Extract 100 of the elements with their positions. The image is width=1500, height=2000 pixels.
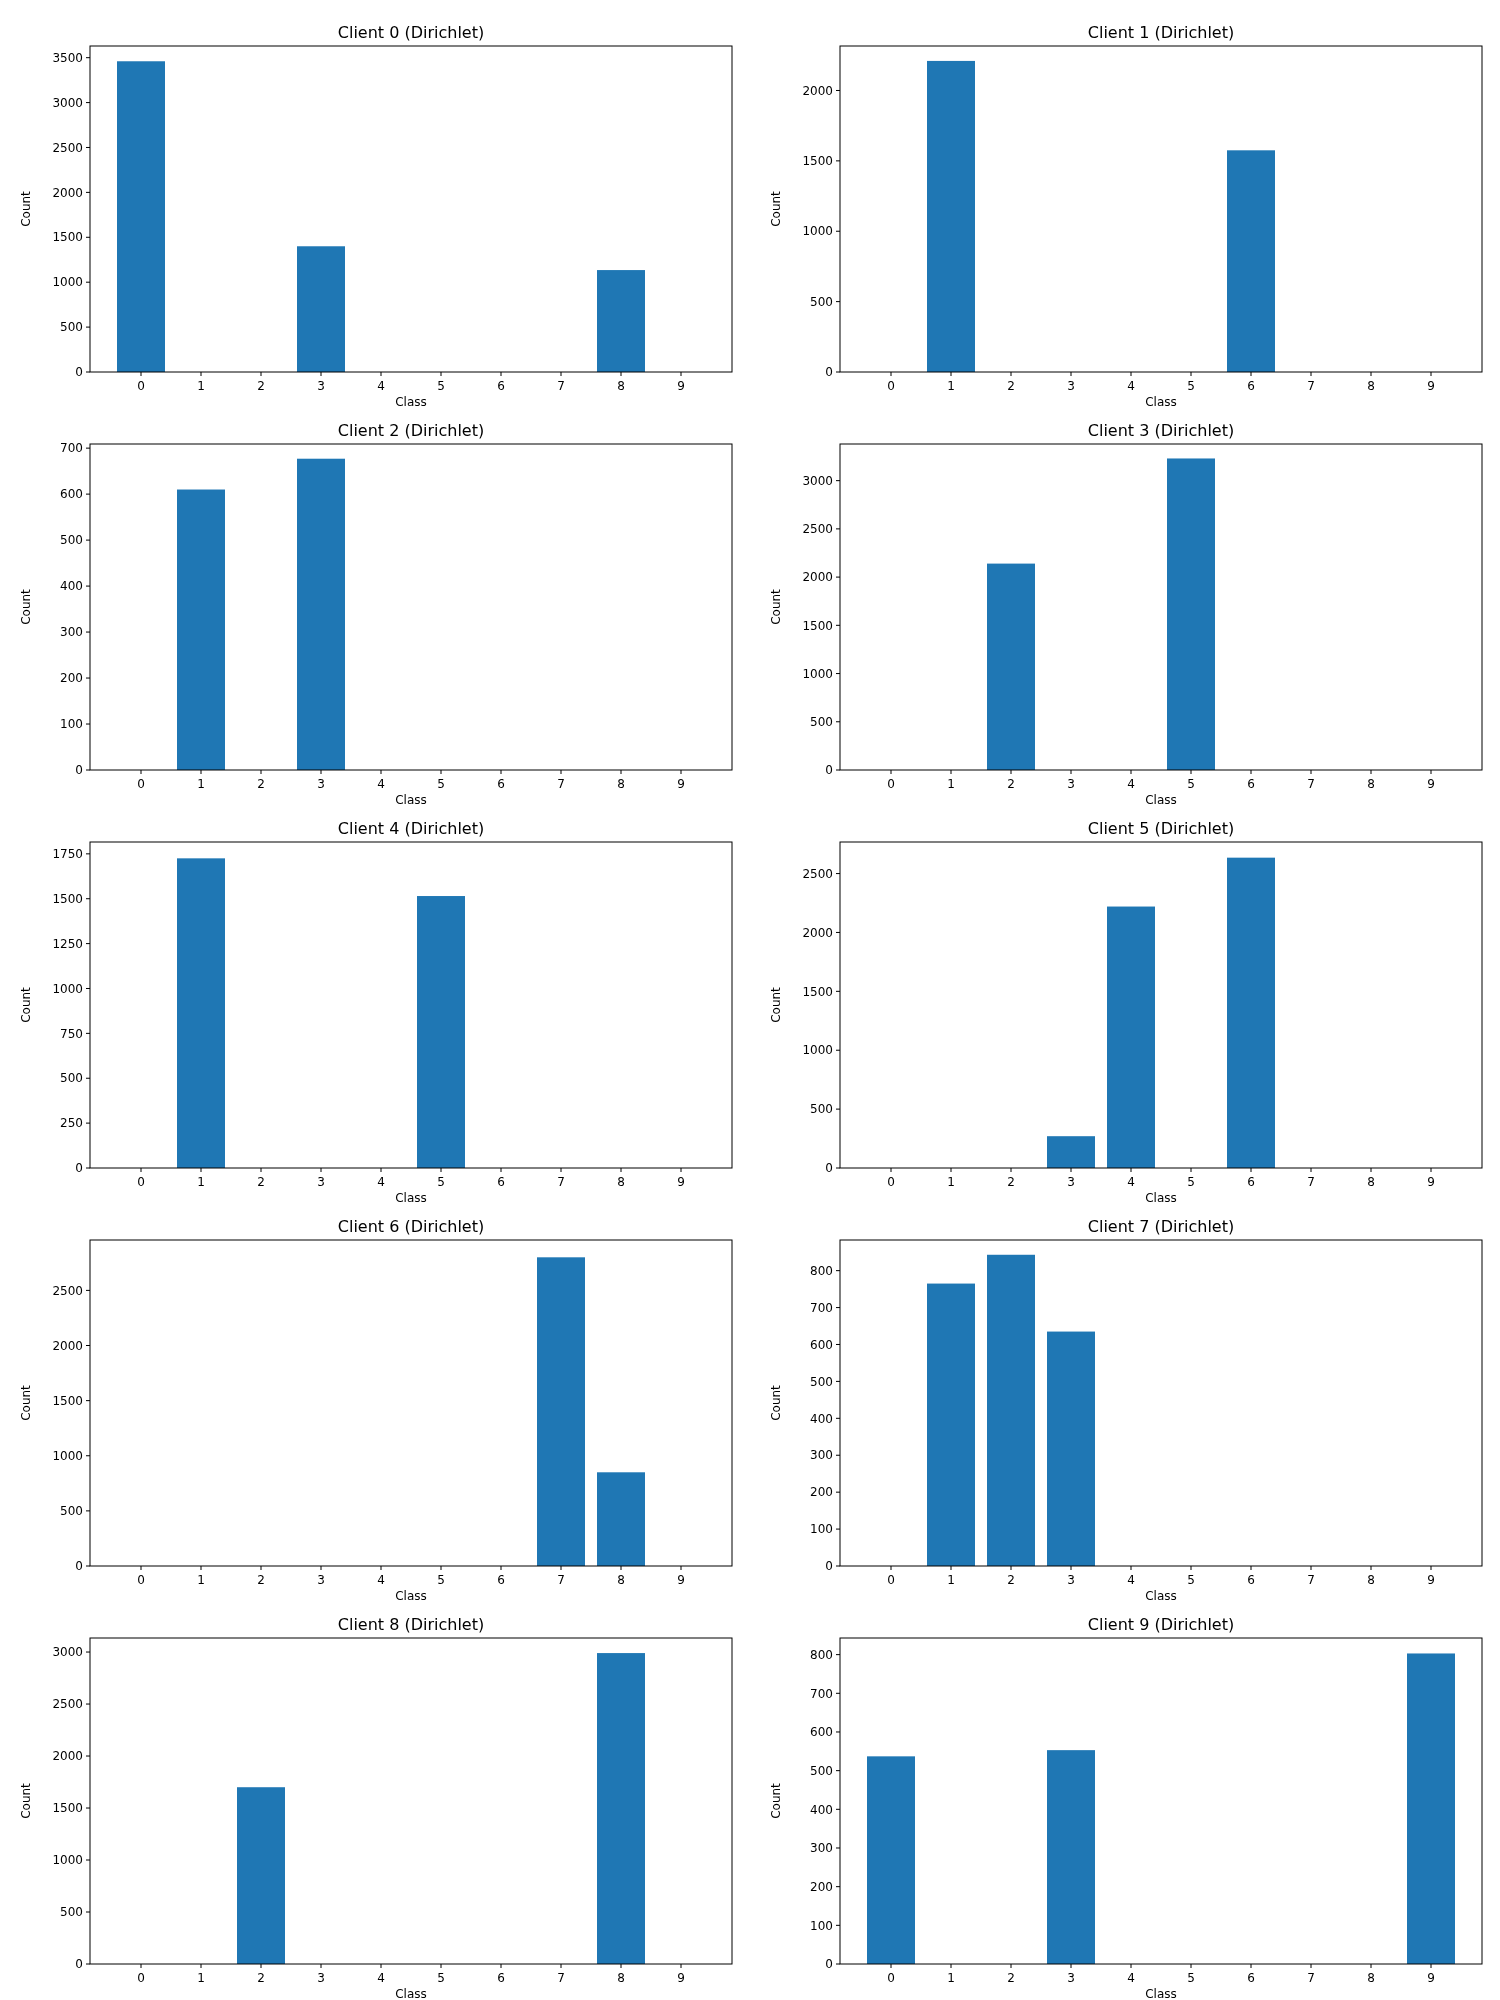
x-tick-label: 5 [1187,777,1195,791]
x-tick-label: 8 [1367,1175,1375,1189]
bar [597,270,645,372]
y-tick-label: 700 [810,1686,833,1701]
y-tick-label: 700 [810,1300,833,1315]
y-tick-label: 600 [810,1725,833,1740]
x-axis-title: Class [1145,793,1177,807]
y-tick-label: 2000 [802,925,833,940]
chart-title: Client 9 (Dirichlet) [1087,1615,1235,1634]
x-tick-label: 9 [677,1573,685,1587]
x-tick-label: 5 [1187,1175,1195,1189]
y-tick-label: 2000 [802,570,833,585]
chart-title: Client 6 (Dirichlet) [337,1217,485,1236]
x-tick-label: 9 [677,379,685,393]
y-tick-label: 2500 [802,866,833,881]
x-tick-label: 4 [377,1573,385,1587]
x-tick-label: 0 [887,1971,895,1985]
y-axis-title: Count [19,986,33,1023]
x-tick-label: 1 [947,777,955,791]
y-tick-label: 800 [810,1263,833,1278]
bar [867,1756,915,1964]
x-tick-label: 2 [257,1175,265,1189]
x-tick-label: 2 [1007,777,1015,791]
y-tick-label: 2500 [52,1697,83,1712]
x-tick-label: 2 [1007,1573,1015,1587]
chart-title: Client 1 (Dirichlet) [1087,23,1235,42]
x-tick-label: 8 [1367,1573,1375,1587]
y-tick-label: 400 [60,579,83,594]
x-axis-title: Class [395,1987,427,2000]
x-tick-label: 6 [497,379,505,393]
y-tick-label: 500 [60,320,83,335]
y-tick-label: 100 [810,1918,833,1933]
y-tick-label: 500 [60,1504,83,1519]
x-tick-label: 0 [137,379,145,393]
y-tick-label: 1000 [52,1853,83,1868]
y-tick-label: 100 [60,717,83,732]
x-tick-label: 0 [887,1175,895,1189]
bar [117,61,165,372]
y-tick-label: 3000 [802,473,833,488]
y-tick-label: 0 [75,763,83,778]
chart-title: Client 8 (Dirichlet) [337,1615,485,1634]
y-tick-label: 0 [825,763,833,778]
x-tick-label: 0 [887,777,895,791]
bar [1047,1750,1095,1964]
x-tick-label: 2 [257,1573,265,1587]
x-tick-label: 9 [1427,1971,1435,1985]
x-tick-label: 4 [377,777,385,791]
y-tick-label: 1500 [802,984,833,999]
y-tick-label: 200 [810,1879,833,1894]
y-tick-label: 500 [60,1905,83,1920]
y-tick-label: 2500 [52,1283,83,1298]
chart-title: Client 7 (Dirichlet) [1087,1217,1235,1236]
x-axis-title: Class [1145,395,1177,409]
y-tick-label: 1750 [52,847,83,862]
y-tick-label: 500 [810,1102,833,1117]
y-tick-label: 200 [810,1485,833,1500]
x-tick-label: 9 [1427,1175,1435,1189]
x-tick-label: 8 [617,1971,625,1985]
y-tick-label: 2500 [52,140,83,155]
x-tick-label: 6 [1247,1971,1255,1985]
x-tick-label: 8 [1367,379,1375,393]
y-tick-label: 500 [810,1763,833,1778]
x-tick-label: 8 [617,1175,625,1189]
x-tick-label: 1 [947,1573,955,1587]
x-tick-label: 8 [617,1573,625,1587]
y-axis-title: Count [19,190,33,227]
y-tick-label: 1000 [802,666,833,681]
x-axis-title: Class [1145,1987,1177,2000]
y-tick-label: 100 [810,1522,833,1537]
x-tick-label: 2 [1007,1175,1015,1189]
x-tick-label: 0 [137,1175,145,1189]
x-axis-title: Class [395,1589,427,1603]
x-tick-label: 4 [377,1971,385,1985]
x-tick-label: 4 [1127,1573,1135,1587]
y-tick-label: 2000 [52,185,83,200]
x-tick-label: 1 [197,1573,205,1587]
y-axis-title: Count [769,1384,783,1421]
x-tick-label: 7 [1307,1573,1315,1587]
y-tick-label: 3000 [52,95,83,110]
y-tick-label: 500 [810,714,833,729]
x-tick-label: 8 [1367,777,1375,791]
y-tick-label: 500 [810,1374,833,1389]
y-tick-label: 1500 [52,891,83,906]
x-tick-label: 5 [437,777,445,791]
y-tick-label: 200 [60,671,83,686]
x-tick-label: 4 [1127,1175,1135,1189]
x-tick-label: 7 [557,1175,565,1189]
y-tick-label: 400 [810,1411,833,1426]
x-tick-label: 9 [677,1175,685,1189]
y-tick-label: 2000 [802,83,833,98]
x-tick-label: 5 [437,379,445,393]
y-tick-label: 0 [825,1161,833,1176]
x-tick-label: 9 [1427,777,1435,791]
y-tick-label: 500 [810,294,833,309]
x-tick-label: 4 [1127,777,1135,791]
chart-title: Client 3 (Dirichlet) [1087,421,1235,440]
x-axis-title: Class [395,793,427,807]
x-tick-label: 7 [557,1573,565,1587]
y-tick-label: 0 [75,1957,83,1972]
y-axis-title: Count [769,190,783,227]
